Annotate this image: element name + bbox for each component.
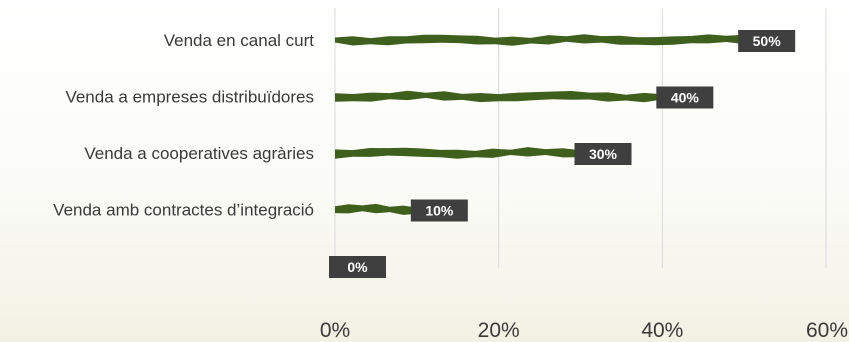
data-label-box (738, 30, 796, 52)
bar (335, 90, 663, 103)
x-axis-tick-labels: 0% 20% 40% 60% (320, 319, 848, 342)
x-tick-label: 40% (641, 319, 683, 342)
data-label-text: 10% (425, 203, 454, 219)
data-label-text: 30% (589, 146, 618, 162)
data-label-text: 0% (347, 259, 368, 275)
data-label-text: 50% (753, 33, 782, 49)
bar (335, 147, 581, 159)
category-label: Venda a cooperatives agràries (84, 144, 314, 163)
category-label: Venda a empreses distribuïdores (65, 88, 314, 107)
category-label: Venda en canal curt (164, 31, 315, 50)
data-label: 40% (656, 86, 714, 109)
category-labels: Venda en canal curt Venda a empreses dist… (53, 31, 314, 220)
bars (335, 34, 745, 215)
bar (335, 34, 745, 46)
category-label: Venda amb contractes d’integració (53, 201, 314, 220)
data-label: 30% (574, 143, 632, 165)
data-label: 10% (410, 199, 468, 222)
grid-lines (334, 8, 827, 268)
data-label: 0% (329, 256, 386, 278)
data-label-text: 40% (671, 90, 700, 106)
x-tick-label: 20% (478, 319, 520, 342)
data-label: 50% (738, 30, 796, 52)
data-labels: 50% 40% 30% 10% 0% (329, 30, 796, 278)
data-label-box (574, 143, 632, 165)
x-tick-label: 60% (806, 319, 848, 342)
x-tick-label: 0% (320, 319, 350, 342)
data-label-box (410, 199, 468, 222)
data-label-box (329, 256, 386, 278)
data-label-box (656, 86, 714, 109)
bar (335, 203, 417, 215)
